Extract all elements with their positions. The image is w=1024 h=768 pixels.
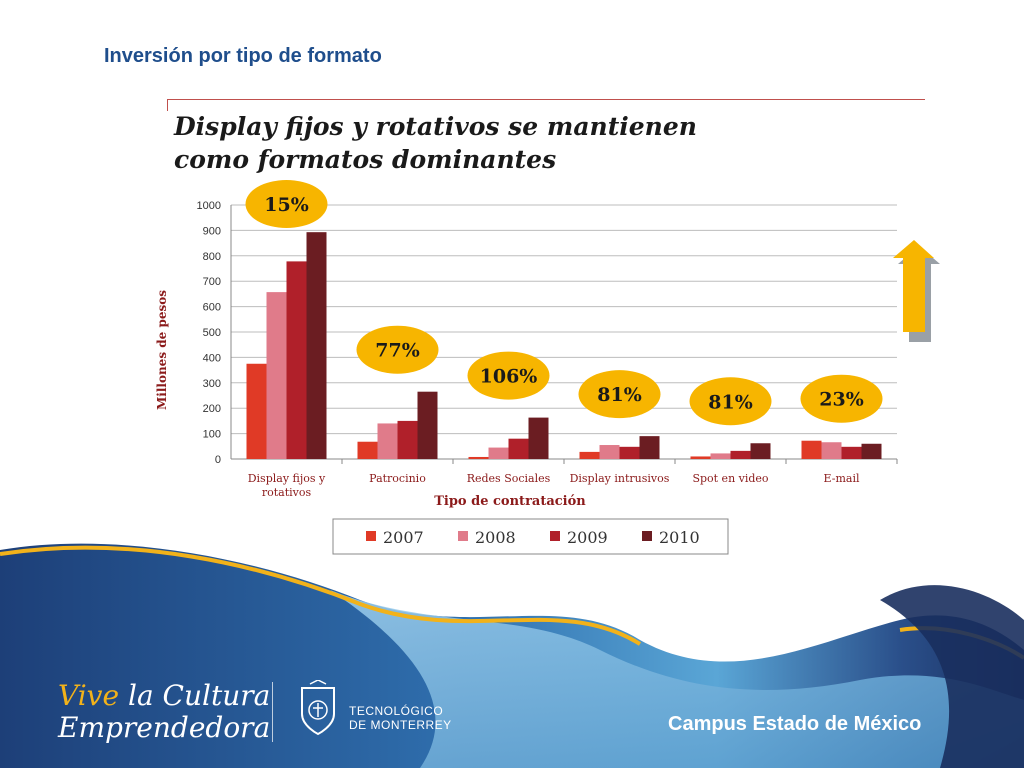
bar-2010-2 [528,417,549,459]
wave-gold-stroke [0,545,642,646]
bar-2009-0 [286,261,307,459]
tec-monterrey-wordmark: TECNOLÓGICO DE MONTERREY [349,704,452,732]
bar-2007-3 [579,451,600,459]
bar-2007-4 [690,456,711,459]
growth-badge [689,377,772,426]
legend-swatch [366,531,376,541]
bar-2009-4 [730,450,751,459]
legend-label: 2008 [475,528,516,547]
x-tick-label: Display fijos y [248,472,326,485]
legend: 2007 2008 2009 2010 [332,518,729,555]
bars [246,232,882,459]
x-axis-label: Tipo de contratación [434,494,586,509]
y-tick-label: 900 [203,225,221,237]
x-tick-label: Redes Sociales [467,472,551,485]
growth-badge [578,370,661,419]
logo-vive: Vive [58,679,120,712]
growth-badge [467,351,550,400]
growth-badge-label: 106% [480,366,538,388]
y-tick-label: 100 [203,429,221,441]
tec-seal-icon [301,680,335,736]
x-tick-label: E-mail [824,472,860,485]
x-tick-label: Display intrusivos [570,472,670,485]
y-tick-label: 300 [203,378,221,390]
growth-badge [800,374,883,423]
bar-2007-2 [468,456,489,459]
brand-divider [272,682,273,742]
bar-2009-5 [841,446,862,459]
bar-2010-3 [639,436,660,459]
bar-2007-1 [357,441,378,459]
bar-2008-2 [488,447,509,459]
y-axis-label: Millones de pesos [155,290,169,410]
top-divider-tick [167,99,168,111]
growth-badge-label: 81% [708,391,753,413]
legend-swatch [642,531,652,541]
legend-label: 2007 [383,528,424,547]
bar-2008-4 [710,453,731,459]
bar-2010-1 [417,391,438,459]
growth-badge-label: 15% [264,194,309,216]
up-arrow-icon [893,240,940,342]
x-tick-label: rotativos [262,486,312,499]
tec-line1: TECNOLÓGICO [349,704,444,718]
bar-2008-1 [377,423,398,459]
chart-headline-line2: como formatos dominantes [174,145,557,174]
bar-2010-0 [306,232,327,459]
bar-2008-3 [599,445,620,459]
tec-line2: DE MONTERREY [349,718,452,732]
grid-lines [231,204,897,460]
legend-swatch [458,531,468,541]
y-tick-label: 700 [203,276,221,288]
bar-2010-4 [750,443,771,459]
legend-swatch [550,531,560,541]
axes: 0 100 200 300 400 500 600 700 800 900 1000 Display … [197,200,898,499]
y-tick-label: 800 [203,251,221,263]
wave-dark-right [880,585,1024,768]
bar-2007-0 [246,363,267,459]
x-tick-label: Spot en video [692,472,768,485]
legend-label: 2009 [567,528,608,547]
bar-2009-1 [397,420,418,459]
logo-cultura: la Cultura [127,679,271,712]
bar-2009-2 [508,438,529,459]
y-tick-label: 600 [203,302,221,314]
growth-badge [245,180,328,228]
bar-2009-3 [619,446,640,459]
growth-badge-label: 77% [375,340,420,362]
legend-label: 2010 [659,528,700,547]
y-tick-label: 1000 [197,200,221,212]
y-tick-label: 400 [203,352,221,364]
y-tick-label: 0 [215,454,221,466]
legend-box [332,518,729,555]
chart-headline-line1: Display fijos y rotativos se mantienen [174,112,697,141]
growth-badges: 15% 77% 106% 81% 81% 23% [245,180,883,426]
growth-badge-label: 81% [597,384,642,406]
bar-2008-0 [266,292,287,459]
bar-2008-5 [821,442,842,459]
campus-label: Campus Estado de México [668,713,922,735]
y-tick-label: 500 [203,327,221,339]
x-tick-label: Patrocinio [369,472,426,485]
bar-2007-5 [801,440,822,459]
decorative-wave-band [0,543,1024,768]
logo-line1: Vive la Cultura [58,680,270,712]
chart-headline: Display fijos y rotativos se mantienen c… [174,110,794,176]
growth-badge [356,325,439,374]
slide-title: Inversión por tipo de formato [104,45,382,67]
logo-line2: Emprendedora [58,711,271,744]
wave-light [330,590,1024,768]
bar-2010-5 [861,443,882,459]
y-tick-label: 200 [203,403,221,415]
top-divider-rule [167,99,925,100]
vive-la-cultura-logo: Vive la Cultura Emprendedora [58,680,270,744]
growth-badge-label: 23% [819,389,864,411]
